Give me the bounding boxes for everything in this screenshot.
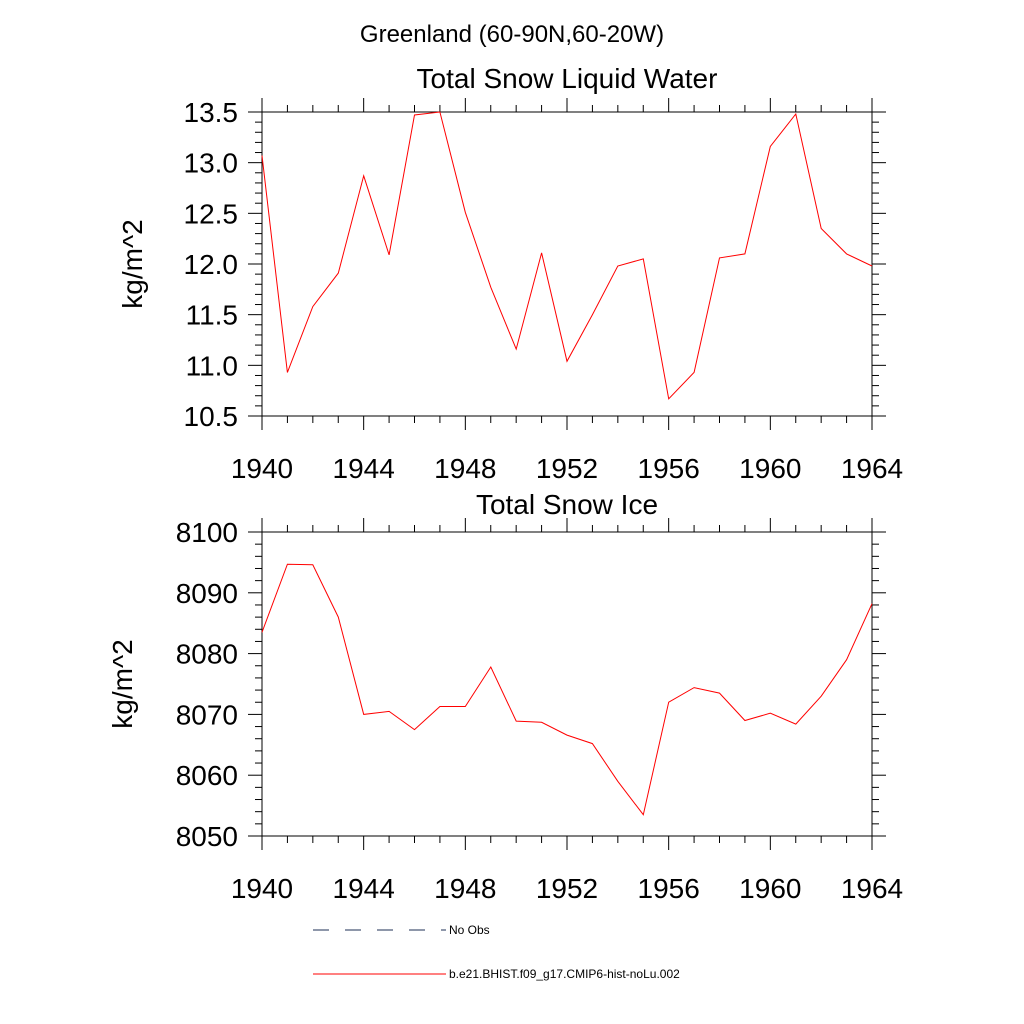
x-tick-label: 1956 <box>638 453 700 484</box>
x-tick-label: 1944 <box>333 453 395 484</box>
panel-title: Total Snow Ice <box>476 489 658 520</box>
panel-title: Total Snow Liquid Water <box>417 63 718 94</box>
y-tick-label: 13.0 <box>184 148 239 179</box>
y-tick-label: 11.0 <box>186 350 238 381</box>
x-tick-label: 1964 <box>841 453 903 484</box>
x-tick-label: 1940 <box>231 873 293 904</box>
x-tick-label: 1952 <box>536 873 598 904</box>
y-axis-label: kg/m^2 <box>117 219 148 308</box>
series-line <box>261 563 873 816</box>
x-tick-label: 1944 <box>333 873 395 904</box>
x-tick-label: 1960 <box>739 873 801 904</box>
plot-frame <box>261 531 873 837</box>
y-tick-label: 12.5 <box>184 198 239 229</box>
y-tick-label: 8060 <box>176 760 238 791</box>
y-tick-label: 8100 <box>176 517 238 548</box>
legend-label: No Obs <box>449 923 490 937</box>
x-tick-label: 1948 <box>434 453 496 484</box>
panel-snow-ice: Total Snow Ice kg/m^2 1940 1944 1948 1952 19… <box>107 489 903 904</box>
y-tick-label: 10.5 <box>184 401 239 432</box>
y-tick-label: 13.5 <box>184 97 239 128</box>
legend-item-no-obs: No Obs <box>313 923 490 937</box>
plot-frame <box>261 111 873 417</box>
x-tick-label: 1952 <box>536 453 598 484</box>
y-tick-label: 12.0 <box>184 249 239 280</box>
panel-liquid-water: Total Snow Liquid Water kg/m^2 1940 1944 1… <box>117 63 903 484</box>
y-tick-label: 8080 <box>176 639 238 670</box>
x-tick-label: 1960 <box>739 453 801 484</box>
y-tick-label: 11.5 <box>186 300 238 331</box>
y-axis-label: kg/m^2 <box>107 639 138 728</box>
tick-labels: 1940 1944 1948 1952 1956 1960 1964 10.5 11.0 11.5… <box>184 97 904 484</box>
axis-ticks <box>248 98 886 430</box>
y-tick-label: 8070 <box>176 699 238 730</box>
tick-labels: 1940 1944 1948 1952 1956 1960 1964 8050 8060 8070… <box>176 517 903 904</box>
series-line <box>261 111 873 400</box>
x-tick-label: 1948 <box>434 873 496 904</box>
y-tick-label: 8050 <box>176 821 238 852</box>
series-lines <box>261 111 873 400</box>
figure-suptitle: Greenland (60-90N,60-20W) <box>360 21 664 48</box>
axis-ticks <box>248 518 886 850</box>
legend-item-model-run: b.e21.BHIST.f09_g17.CMIP6-hist-noLu.002 <box>313 967 680 981</box>
x-tick-label: 1940 <box>231 453 293 484</box>
y-tick-label: 8090 <box>176 578 238 609</box>
legend: No Obs b.e21.BHIST.f09_g17.CMIP6-hist-no… <box>313 923 680 981</box>
legend-label: b.e21.BHIST.f09_g17.CMIP6-hist-noLu.002 <box>449 967 680 981</box>
series-lines <box>261 563 873 816</box>
x-tick-label: 1956 <box>638 873 700 904</box>
x-tick-label: 1964 <box>841 873 903 904</box>
